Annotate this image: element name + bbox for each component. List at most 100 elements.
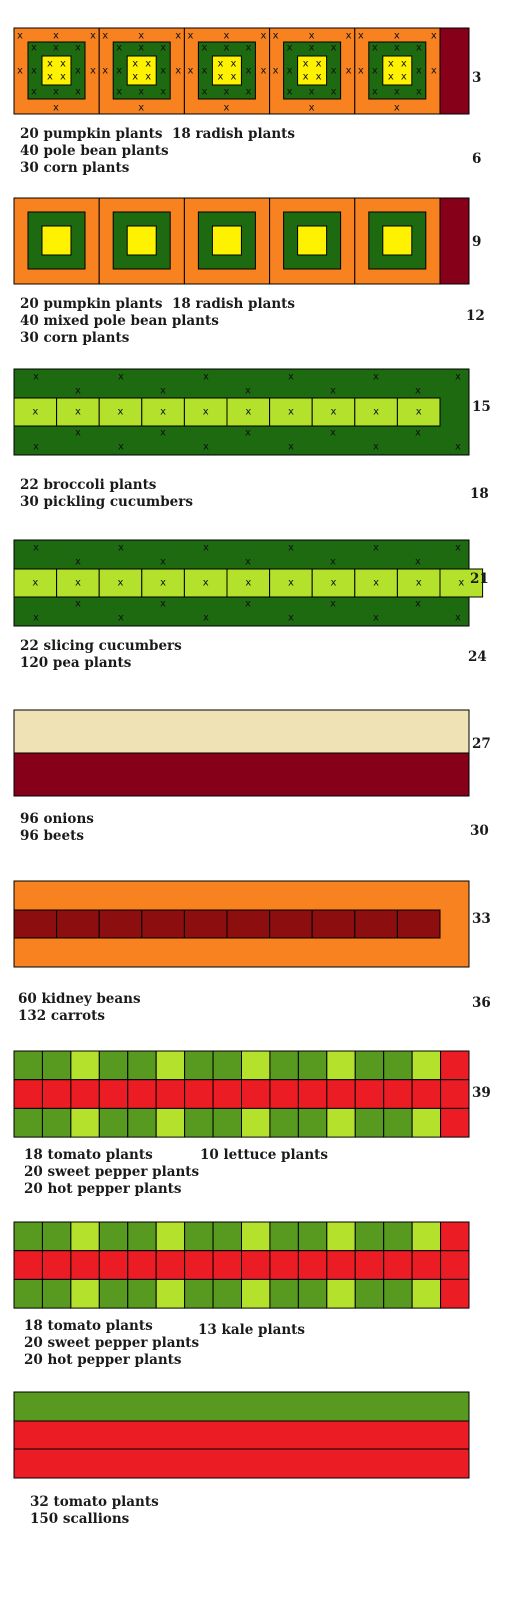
- row-number: 21: [470, 571, 489, 587]
- x-mark: x: [223, 87, 229, 98]
- bed-label: 18 radish plants: [172, 126, 295, 142]
- x-mark: x: [60, 59, 66, 70]
- tomato-cell: [297, 1250, 328, 1280]
- x-mark: x: [75, 428, 81, 439]
- x-mark: x: [415, 386, 421, 397]
- pepper-cell: [13, 1278, 43, 1309]
- bed-label: 96 onions: [20, 811, 94, 827]
- x-mark: x: [75, 578, 81, 589]
- x-mark: x: [118, 372, 124, 383]
- x-mark: x: [288, 442, 294, 453]
- x-mark: x: [75, 407, 81, 418]
- bed-label: 22 slicing cucumbers: [20, 638, 182, 654]
- tomato-cell: [297, 1079, 328, 1109]
- tomato-cell: [354, 1079, 385, 1109]
- yellow-square: [41, 55, 72, 86]
- tomato-cell: [411, 1250, 442, 1280]
- pepper-cell: [41, 1107, 72, 1138]
- bean-cell: [311, 909, 356, 939]
- x-mark: x: [102, 66, 108, 77]
- pepper-cell: [354, 1278, 385, 1309]
- pepper-cell: [98, 1278, 129, 1309]
- bed-label: 30 pickling cucumbers: [20, 494, 193, 510]
- x-mark: x: [388, 72, 394, 83]
- bed-label: 20 sweet pepper plants: [24, 1335, 199, 1351]
- x-mark: x: [455, 442, 461, 453]
- tomato-cell: [326, 1250, 356, 1280]
- tomato-cell: [269, 1250, 299, 1280]
- cucumber-cell: [269, 397, 313, 427]
- x-mark: x: [223, 31, 229, 42]
- cucumber-cell: [56, 568, 100, 598]
- pumpkin-square: [13, 197, 100, 285]
- pepper-cell: [212, 1050, 242, 1081]
- pepper-cell: [13, 1050, 43, 1081]
- x-mark: x: [138, 103, 144, 114]
- x-mark: x: [245, 578, 251, 589]
- row-number: 27: [472, 736, 491, 752]
- x-mark: x: [75, 557, 81, 568]
- pepper-cell: [269, 1221, 299, 1252]
- tomato-cell: [383, 1250, 413, 1280]
- x-mark: x: [145, 72, 151, 83]
- x-mark: x: [245, 87, 251, 98]
- bed-2: [13, 197, 470, 285]
- x-mark: x: [187, 66, 193, 77]
- x-mark: x: [273, 31, 279, 42]
- lettuce-cell: [411, 1050, 442, 1081]
- tomato-cell: [440, 1079, 470, 1109]
- x-mark: x: [273, 66, 279, 77]
- tomato-stripe: [13, 1448, 470, 1479]
- pepper-cell: [440, 1221, 470, 1252]
- tomato-cell: [127, 1250, 157, 1280]
- pumpkin-square: [98, 197, 185, 285]
- pepper-cell: [383, 1107, 413, 1138]
- x-mark: x: [201, 43, 207, 54]
- x-mark: x: [245, 43, 251, 54]
- pepper-cell: [354, 1050, 385, 1081]
- x-mark: x: [415, 428, 421, 439]
- cucumber-cell: [439, 568, 484, 598]
- tomato-cell: [241, 1250, 271, 1280]
- bed-label: 18 radish plants: [172, 296, 295, 312]
- x-mark: x: [203, 613, 209, 624]
- pepper-cell: [127, 1107, 157, 1138]
- pepper-cell: [297, 1050, 328, 1081]
- bed-label: 40 pole bean plants: [20, 143, 169, 159]
- row-number: 36: [472, 995, 491, 1011]
- x-mark: x: [230, 72, 236, 83]
- bed-label: 22 broccoli plants: [20, 477, 157, 493]
- row-number: 33: [472, 911, 491, 927]
- lettuce-cell: [411, 1278, 442, 1309]
- tomato-cell: [13, 1250, 43, 1280]
- tomato-cell: [212, 1250, 242, 1280]
- x-mark: x: [75, 66, 81, 77]
- pepper-cell: [383, 1221, 413, 1252]
- pepper-cell: [297, 1107, 328, 1138]
- x-mark: x: [416, 43, 422, 54]
- x-mark: x: [288, 613, 294, 624]
- lettuce-cell: [326, 1278, 356, 1309]
- lettuce-cell: [326, 1050, 356, 1081]
- x-mark: x: [217, 59, 223, 70]
- pepper-cell: [41, 1050, 72, 1081]
- x-mark: x: [245, 428, 251, 439]
- bed-label: 20 hot pepper plants: [24, 1352, 182, 1368]
- x-mark: x: [287, 43, 293, 54]
- lettuce-cell: [411, 1221, 442, 1252]
- tomato-cell: [440, 1250, 470, 1280]
- x-mark: x: [288, 407, 294, 418]
- x-mark: x: [330, 428, 336, 439]
- lettuce-cell: [70, 1107, 100, 1138]
- bed-label: 20 sweet pepper plants: [24, 1164, 199, 1180]
- tomato-cell: [241, 1079, 271, 1109]
- pepper-cell: [440, 1278, 470, 1309]
- x-mark: x: [160, 557, 166, 568]
- bed-6: [13, 880, 470, 968]
- x-mark: x: [118, 407, 124, 418]
- x-mark: x: [118, 613, 124, 624]
- tomato-cell: [127, 1079, 157, 1109]
